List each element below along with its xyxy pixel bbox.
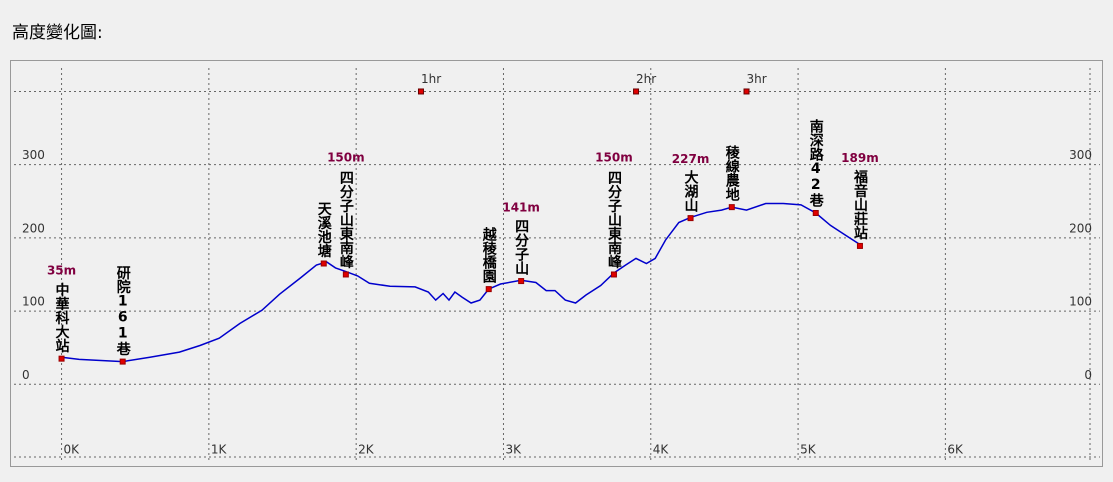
waypoint-name: 四分子山東南峰 — [338, 170, 354, 269]
elevation-label: 150m — [327, 150, 365, 164]
time-label: 3hr — [747, 72, 767, 86]
waypoint-marker — [812, 209, 819, 216]
elevation-label: 141m — [502, 201, 540, 215]
elevation-line — [61, 202, 861, 363]
waypoint-name: 四分子山 — [513, 219, 529, 276]
x-tick-label: 1K — [211, 443, 228, 457]
waypoint-name: 天溪池塘 — [316, 202, 332, 259]
waypoint-name: 中華科大站 — [54, 282, 70, 354]
chart-title: 高度變化圖: — [12, 23, 103, 43]
waypoint-marker — [485, 286, 492, 293]
time-marker — [743, 88, 750, 95]
y-tick-label-right: 0 — [1084, 368, 1092, 382]
waypoint-marker — [320, 260, 327, 267]
waypoint-marker — [58, 355, 65, 362]
y-tick-label: 300 — [22, 148, 45, 162]
waypoint-name: 越稜橋園 — [481, 226, 498, 284]
time-label: 1hr — [421, 72, 441, 86]
elevation-label: 150m — [595, 150, 633, 164]
waypoint-marker — [518, 278, 525, 285]
x-tick-label: 3K — [505, 443, 522, 457]
waypoint-marker — [610, 271, 617, 278]
y-tick-label-right: 200 — [1069, 221, 1092, 235]
waypoint-marker — [342, 271, 349, 278]
waypoint-name: 南深路42巷 — [808, 118, 825, 208]
waypoint-name: 大湖山 — [683, 169, 699, 213]
y-tick-label-right: 100 — [1069, 295, 1092, 309]
y-tick-label: 200 — [22, 221, 45, 235]
waypoint-name: 福音山莊站 — [852, 169, 869, 241]
waypoint-name: 四分子山東南峰 — [606, 170, 622, 269]
x-tick-label: 5K — [800, 443, 817, 457]
y-tick-label: 100 — [22, 295, 45, 309]
waypoint-marker — [687, 215, 694, 222]
elevation-label: 189m — [841, 151, 879, 165]
plot-frame — [10, 60, 1103, 467]
y-tick-label-right: 300 — [1069, 148, 1092, 162]
waypoint-marker — [728, 204, 735, 211]
waypoint-name: 研院161巷 — [115, 266, 132, 357]
elevation-label: 35m — [47, 264, 76, 278]
x-tick-label: 0K — [64, 443, 81, 457]
waypoint-marker — [119, 358, 126, 365]
y-tick-label: 0 — [22, 368, 30, 382]
time-marker — [633, 88, 640, 95]
time-label: 2hr — [636, 72, 656, 86]
x-tick-label: 6K — [947, 443, 964, 457]
waypoint-name: 稜線農地 — [724, 144, 740, 202]
x-tick-label: 2K — [358, 443, 375, 457]
waypoint-marker — [856, 242, 863, 249]
time-marker — [417, 88, 424, 95]
elevation-label: 227m — [672, 152, 710, 166]
x-tick-label: 4K — [653, 443, 670, 457]
